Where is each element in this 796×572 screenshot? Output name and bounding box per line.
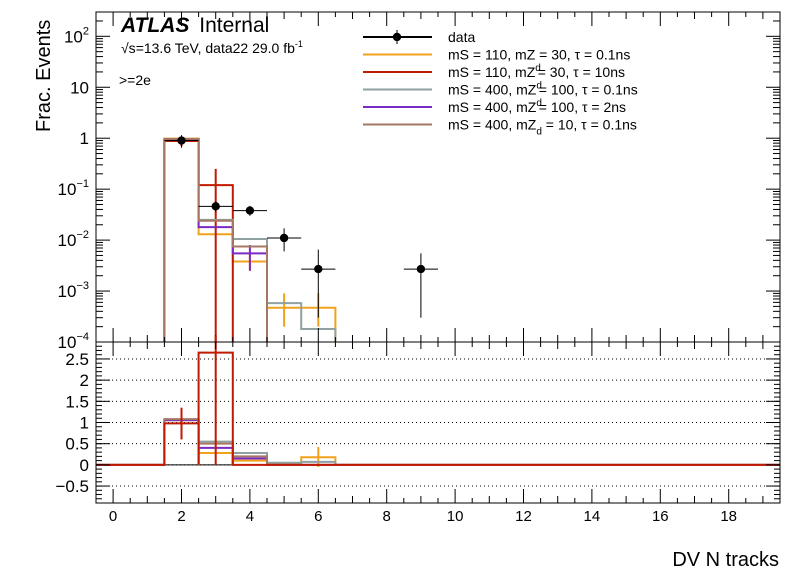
ratio-ytick-label-5: 0 [80, 456, 89, 475]
x-axis-title: DV N tracks [672, 549, 779, 571]
energy-label: √s=13.6 TeV, data22 29.0 fb-1 [121, 39, 303, 56]
legend-label-3: mS = 400, mZd = 100, τ = 0.1ns [448, 81, 638, 98]
ratio-ytick-label-4: 0.5 [65, 435, 89, 454]
x-tick-label-1: 2 [177, 508, 185, 525]
upper-ytick-label-4: 10−2 [58, 229, 89, 250]
y-axis-title: Frac. Events [33, 20, 55, 132]
legend-label-0: data [448, 29, 475, 45]
data-point-0 [177, 136, 186, 145]
upper-ytick-label-2: 1 [80, 129, 89, 148]
x-tick-label-5: 10 [447, 508, 464, 525]
upper-panel-histograms [163, 137, 337, 342]
upper-ytick-label-5: 10−3 [58, 280, 89, 301]
upper-ytick-label-0: 102 [64, 25, 89, 46]
x-tick-label-6: 12 [515, 508, 532, 525]
x-tick-label-4: 8 [383, 508, 391, 525]
x-tick-label-7: 14 [584, 508, 601, 525]
upper-series-2-histogram [163, 138, 337, 342]
upper-ytick-label-3: 10−1 [58, 178, 89, 199]
selection-label: >=2e [119, 72, 151, 88]
upper-panel-data-points [164, 135, 438, 318]
x-tick-label-0: 0 [109, 508, 117, 525]
legend-label-4: mS = 400, mZd = 100, τ = 2ns [448, 98, 626, 115]
atlas-label: ATLAS Internal [120, 14, 269, 37]
upper-ytick-label-1: 10 [70, 78, 89, 97]
data-point-2 [245, 206, 255, 215]
ratio-series-4-histogram [96, 351, 780, 466]
x-tick-label-8: 16 [652, 508, 669, 525]
upper-series-0-histogram [163, 137, 337, 342]
ratio-panel-histograms [96, 335, 780, 467]
upper-ytick-label-6: 10−4 [58, 331, 89, 352]
ratio-ytick-label-2: 1.5 [65, 392, 89, 411]
ratio-ytick-label-3: 1 [80, 414, 89, 433]
legend-marker-0 [392, 32, 402, 42]
data-point-1 [211, 202, 220, 211]
data-point-5 [416, 264, 426, 274]
data-point-4 [314, 264, 323, 274]
upper-series-4-histogram [163, 137, 268, 342]
legend-label-2: mS = 110, mZd = 30, τ = 10ns [448, 63, 625, 80]
legend-label-1: mS = 110, mZ = 30, τ = 0.1ns [448, 47, 630, 63]
ratio-panel-axes: 2.5 2 1.5 1 0.5 0 −0.5 0 2 4 6 8 10 12 14 16 18 [55, 341, 781, 525]
x-tick-label-2: 4 [246, 508, 254, 525]
ratio-ytick-label-6: −0.5 [55, 477, 89, 496]
data-point-3 [279, 233, 289, 243]
upper-panel-axes: 102 10 1 10−1 10−2 10−3 10−4 [58, 11, 781, 352]
x-tick-label-3: 6 [314, 508, 322, 525]
legend-label-5: mS = 400, mZd = 10, τ = 0.1ns [448, 117, 637, 138]
ratio-ytick-label-1: 2 [80, 371, 89, 390]
x-tick-label-9: 18 [720, 508, 737, 525]
ratio-ytick-label-0: 2.5 [65, 350, 89, 369]
